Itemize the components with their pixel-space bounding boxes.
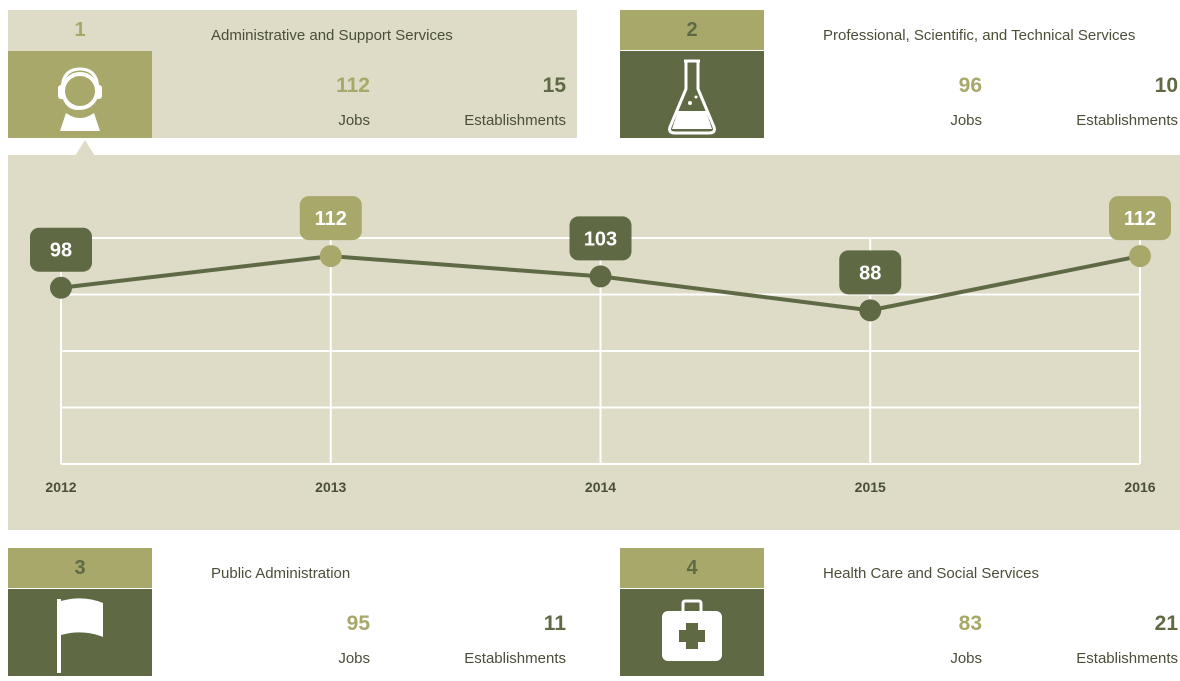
industry-card: 1 Administrative and Support Services 112 J…: [8, 10, 577, 138]
icon: [8, 589, 152, 676]
icon-graphic: [58, 67, 102, 131]
rank: 2: [620, 10, 764, 50]
value-label: 98: [50, 240, 72, 262]
icon-graphic: [668, 59, 716, 135]
point: [1129, 245, 1151, 268]
pointer: [75, 140, 95, 156]
x-tick-label: 2016: [1124, 479, 1155, 495]
establishments-value: 10: [1154, 74, 1178, 97]
point: [319, 245, 342, 268]
value-label: 103: [584, 228, 617, 250]
value-label-box: [839, 250, 902, 295]
jobs-label: Jobs: [338, 650, 370, 667]
establishments-value: 11: [543, 612, 566, 635]
x-tick-label: 2013: [315, 479, 346, 495]
rank: 1: [8, 10, 152, 50]
chart: 2012 2013 2014 2015 2016 98 112 103 88 112: [8, 155, 1180, 530]
establishments-value: 21: [1154, 612, 1178, 635]
establishments-label: Establishments: [1076, 650, 1178, 667]
icon: [620, 589, 764, 676]
value-label-box: [299, 196, 362, 241]
value-label: 112: [1124, 208, 1156, 230]
value-label-box: [30, 227, 92, 272]
rank: 4: [620, 548, 764, 588]
jobs-value: 83: [958, 612, 982, 635]
jobs-label: Jobs: [950, 650, 982, 667]
point: [859, 299, 882, 322]
icon: [620, 51, 764, 138]
value-label: 112: [315, 208, 347, 230]
jobs-label: Jobs: [338, 112, 370, 129]
value-label-box: [569, 216, 632, 261]
establishments-label: Establishments: [464, 650, 566, 667]
industry-title: Public Administration: [211, 565, 351, 582]
industry-title: Professional, Scientific, and Technical …: [823, 27, 1136, 44]
establishments-value: 15: [542, 74, 566, 97]
icon: [8, 51, 152, 138]
jobs-value: 96: [958, 74, 982, 97]
value-label-box: [1109, 196, 1171, 241]
establishments-label: Establishments: [464, 112, 566, 129]
jobs-label: Jobs: [950, 112, 982, 129]
icon-graphic: [57, 598, 103, 673]
point: [50, 276, 72, 299]
point: [589, 265, 612, 288]
industry-card: 3 Public Administration 95 Jobs 11 Establishm…: [8, 548, 577, 676]
industry-title: Health Care and Social Services: [823, 565, 1039, 582]
jobs-value: 95: [346, 612, 370, 635]
jobs-value: 112: [336, 74, 370, 97]
x-tick-label: 2012: [45, 479, 76, 495]
chart-background: [8, 155, 1180, 530]
industry-title: Administrative and Support Services: [211, 27, 453, 44]
industry-card: 2 Professional, Scientific, and Technical…: [620, 10, 1180, 138]
rank: 3: [8, 548, 152, 588]
icon-graphic: [662, 599, 722, 661]
value-label: 88: [859, 262, 881, 284]
x-tick-label: 2014: [585, 479, 616, 495]
industry-card: 4 Health Care and Social Services 83 Jobs 21…: [620, 548, 1180, 676]
x-tick-label: 2015: [855, 479, 886, 495]
establishments-label: Establishments: [1076, 112, 1178, 129]
